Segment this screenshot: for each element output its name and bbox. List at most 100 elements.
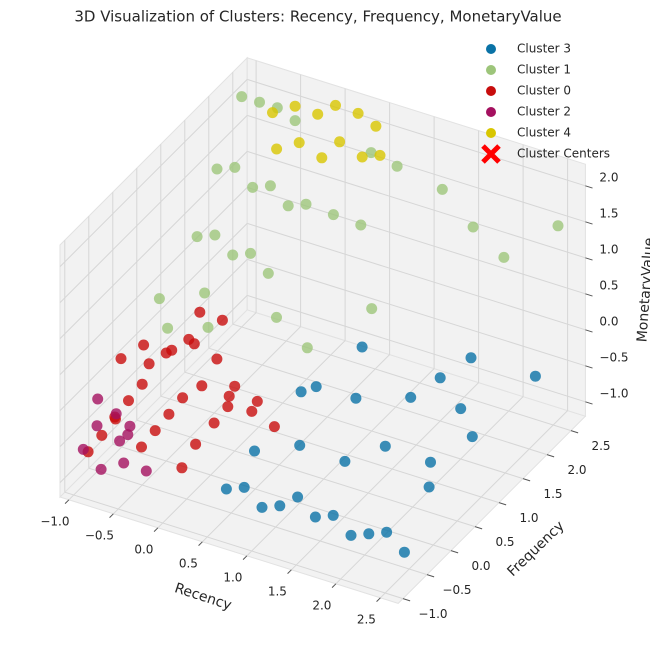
- point: [552, 220, 564, 232]
- tick-mark: [402, 598, 411, 602]
- point: [162, 322, 174, 334]
- point: [138, 339, 150, 351]
- point: [334, 136, 346, 148]
- y-tick-label: 2.0: [567, 463, 586, 477]
- point: [363, 528, 375, 540]
- point: [208, 417, 220, 429]
- point: [425, 456, 436, 468]
- point: [176, 462, 188, 474]
- tick-mark: [585, 329, 593, 333]
- point: [467, 221, 479, 233]
- tick-mark: [585, 221, 593, 225]
- tick-mark: [287, 569, 292, 574]
- point: [455, 403, 467, 415]
- point: [365, 147, 377, 159]
- point: [177, 392, 189, 404]
- point: [216, 314, 228, 326]
- legend-label: Cluster Centers: [517, 147, 610, 161]
- legend-marker: [486, 107, 496, 117]
- point: [316, 152, 328, 164]
- point: [356, 151, 368, 163]
- point: [238, 481, 250, 493]
- tick-mark: [546, 454, 555, 458]
- legend-marker: [486, 65, 496, 75]
- point: [282, 200, 294, 212]
- tick-mark: [585, 401, 593, 405]
- point: [309, 511, 321, 523]
- point: [398, 546, 410, 558]
- legend-label: Cluster 2: [517, 105, 571, 119]
- point: [355, 219, 367, 231]
- z-tick-label: 2.0: [599, 170, 618, 184]
- grid-line: [247, 114, 586, 223]
- point: [267, 107, 278, 119]
- tick-mark: [450, 550, 459, 554]
- grid-line: [112, 443, 452, 552]
- point: [229, 161, 241, 173]
- point: [381, 526, 393, 538]
- point: [211, 353, 223, 365]
- point: [110, 408, 122, 420]
- x-tick-label: 1.5: [268, 584, 287, 598]
- point: [96, 429, 108, 441]
- point: [262, 267, 274, 279]
- y-tick-label: 0.5: [495, 535, 514, 549]
- point: [339, 455, 351, 467]
- point: [196, 380, 208, 392]
- point: [222, 401, 234, 413]
- point: [330, 99, 341, 111]
- grid-line: [64, 491, 404, 600]
- z-tick-label: 0.0: [599, 314, 618, 328]
- grid-line: [247, 78, 586, 187]
- grid-line: [59, 259, 248, 447]
- point: [115, 353, 127, 365]
- grid-line: [59, 79, 248, 267]
- point: [143, 358, 155, 370]
- grid-line: [59, 223, 248, 411]
- grid-line: [208, 347, 548, 456]
- tick-mark: [522, 478, 531, 482]
- point: [118, 457, 130, 469]
- points: [77, 91, 564, 558]
- panes: [59, 56, 587, 604]
- point: [223, 390, 235, 402]
- tick-mark: [585, 365, 593, 369]
- point: [268, 421, 280, 433]
- grid-line: [247, 150, 586, 259]
- y-tick-label: −0.5: [442, 583, 471, 597]
- point: [295, 386, 307, 398]
- grid-line: [59, 115, 248, 303]
- point: [405, 391, 417, 403]
- point: [293, 137, 305, 149]
- point: [246, 405, 258, 417]
- point: [300, 198, 312, 210]
- x-tick-label: −0.5: [85, 528, 114, 542]
- legend-label: Cluster 0: [517, 84, 571, 98]
- legend-marker: [481, 144, 501, 164]
- grid-line: [136, 419, 476, 528]
- grid-line: [380, 410, 568, 599]
- legend-marker: [486, 128, 496, 138]
- point: [310, 381, 322, 393]
- grid-line: [59, 151, 248, 339]
- y-tick-label: 1.5: [543, 487, 562, 501]
- x-tick-label: 2.5: [357, 612, 376, 626]
- x-tick-label: 2.0: [312, 598, 331, 612]
- y-tick-label: 0.0: [471, 559, 490, 573]
- point: [114, 435, 126, 447]
- point: [465, 352, 477, 364]
- point: [327, 509, 339, 521]
- point: [391, 160, 403, 172]
- grid-line: [232, 323, 572, 432]
- tick-mark: [498, 502, 507, 506]
- point: [256, 501, 268, 513]
- point: [264, 180, 276, 192]
- grid-line: [59, 187, 248, 375]
- point: [423, 481, 435, 493]
- tick-mark: [570, 430, 579, 434]
- point: [190, 438, 202, 450]
- point: [149, 425, 161, 437]
- grid: [59, 60, 593, 602]
- grid-line: [113, 326, 301, 515]
